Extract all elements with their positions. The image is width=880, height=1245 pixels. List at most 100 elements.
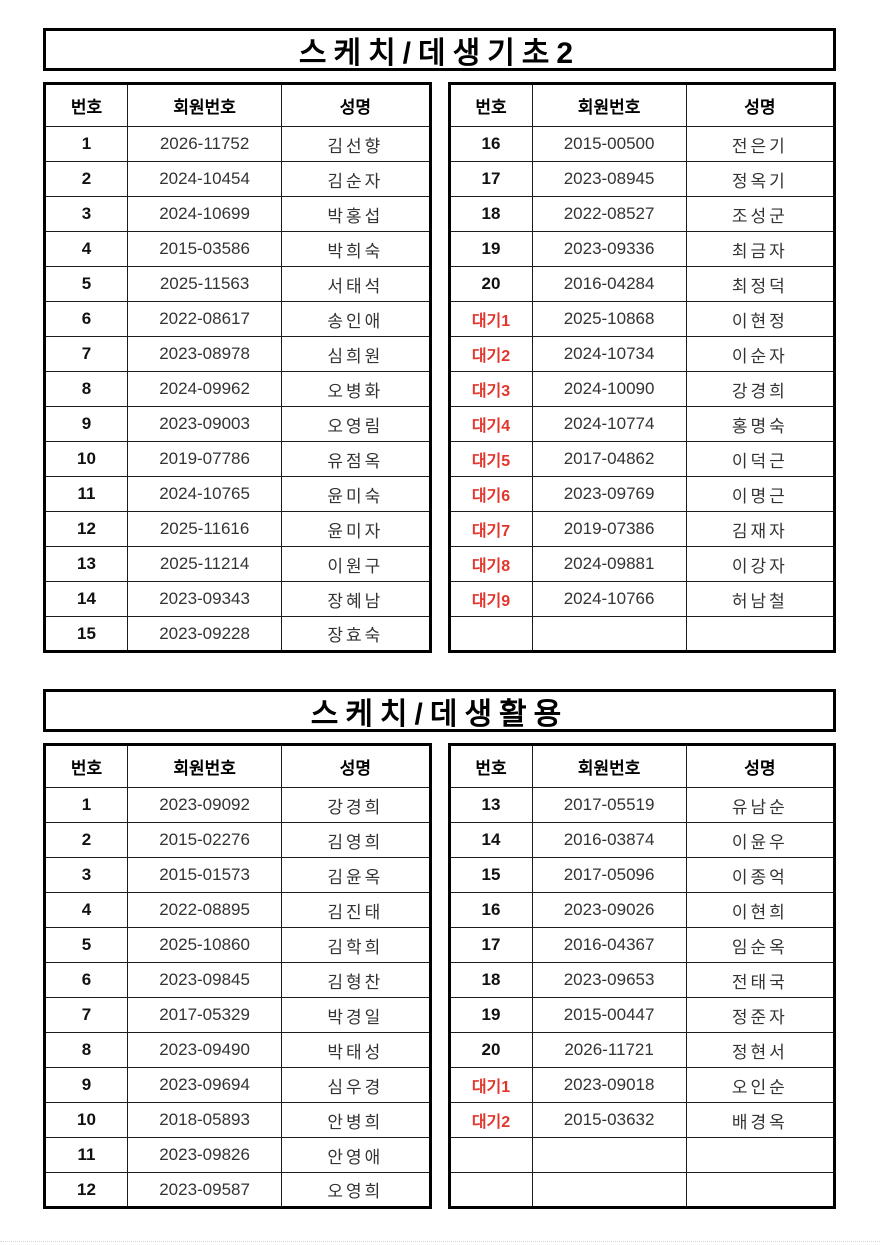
- row-number: 17: [448, 927, 533, 963]
- member-id: 2025-11616: [126, 511, 283, 547]
- table-row: 16 2023-09026 이현희: [448, 892, 836, 928]
- member-name: 유점옥: [281, 441, 431, 477]
- page-bottom-divider: [0, 1241, 880, 1242]
- column-header-member-id: 회원번호: [531, 83, 687, 127]
- table-row: 16 2015-00500 전은기: [448, 126, 836, 162]
- column-header-number: 번호: [44, 83, 128, 127]
- member-id: 2015-03586: [126, 231, 283, 267]
- waitlist-number: 대기7: [448, 511, 533, 547]
- row-number: 18: [448, 196, 533, 232]
- member-id: 2024-09962: [126, 371, 283, 407]
- table-row: 8 2024-09962 오병화: [44, 371, 431, 407]
- member-name: 김형찬: [281, 962, 431, 998]
- member-name: 윤미숙: [281, 476, 431, 512]
- member-name: 강경희: [685, 371, 836, 407]
- table-row: 대기4 2024-10774 홍명숙: [448, 406, 836, 442]
- row-number: [448, 1137, 533, 1173]
- waitlist-number: 대기4: [448, 406, 533, 442]
- member-name: 박경일: [281, 997, 431, 1033]
- row-number: 5: [44, 927, 128, 963]
- table-row: 1 2026-11752 김선향: [44, 126, 431, 162]
- section-title-text: 스케치/데생기초2: [298, 36, 581, 70]
- row-number: 6: [44, 301, 128, 337]
- member-id: 2023-09490: [126, 1032, 283, 1068]
- row-number: 13: [448, 787, 533, 823]
- member-name: 이현희: [685, 892, 836, 928]
- row-number: 9: [44, 1067, 128, 1103]
- row-number: 14: [44, 581, 128, 617]
- member-id: 2015-01573: [126, 857, 283, 893]
- table-row: 15 2017-05096 이종억: [448, 857, 836, 893]
- member-id: 2017-05096: [531, 857, 687, 893]
- row-number: 1: [44, 787, 128, 823]
- table-row: 4 2022-08895 김진태: [44, 892, 431, 928]
- member-name: 박희숙: [281, 231, 431, 267]
- row-number: 16: [448, 126, 533, 162]
- waitlist-number: 대기8: [448, 546, 533, 582]
- roster-tables-practical: 번호 회원번호 성명 1 2023-09092 강경희 2 2015-02276 김영희 3…: [43, 743, 836, 1209]
- member-name: 박홍섭: [281, 196, 431, 232]
- row-number: 9: [44, 406, 128, 442]
- table-row: 11 2024-10765 윤미숙: [44, 476, 431, 512]
- column-header-name: 성명: [281, 83, 431, 127]
- member-id: 2019-07786: [126, 441, 283, 477]
- member-id: 2023-09653: [531, 962, 687, 998]
- section-title-text: 스케치/데생활용: [310, 697, 569, 731]
- member-id: 2015-00447: [531, 997, 687, 1033]
- member-name: 정준자: [685, 997, 836, 1033]
- table-row: [448, 616, 836, 652]
- member-id: 2024-10774: [531, 406, 687, 442]
- table-row: 대기6 2023-09769 이명근: [448, 476, 836, 512]
- column-header-number: 번호: [448, 83, 533, 127]
- member-name: 김순자: [281, 161, 431, 197]
- table-row: 20 2016-04284 최정덕: [448, 266, 836, 302]
- member-name: 정옥기: [685, 161, 836, 197]
- row-number: 20: [448, 266, 533, 302]
- member-name: 오영희: [281, 1172, 431, 1208]
- table-row: 19 2015-00447 정준자: [448, 997, 836, 1033]
- table-row: 2 2024-10454 김순자: [44, 161, 431, 197]
- member-name: 김선향: [281, 126, 431, 162]
- section-sketch-basic-2: 스케치/데생기초2 번호 회원번호 성명 1 2026-11752 김선향 2 2024…: [43, 28, 836, 653]
- member-id: 2023-08978: [126, 336, 283, 372]
- member-id: 2022-08895: [126, 892, 283, 928]
- section-title-sketch-practical: 스케치/데생활용: [43, 689, 836, 732]
- member-name: 장효숙: [281, 616, 431, 652]
- table-row: 5 2025-11563 서태석: [44, 266, 431, 302]
- member-id: 2025-11563: [126, 266, 283, 302]
- row-number: 2: [44, 822, 128, 858]
- table-row: 7 2023-08978 심희원: [44, 336, 431, 372]
- table-row: 17 2023-08945 정옥기: [448, 161, 836, 197]
- member-name: 이덕근: [685, 441, 836, 477]
- member-id: [531, 1172, 687, 1208]
- member-name: 전은기: [685, 126, 836, 162]
- row-number: 11: [44, 476, 128, 512]
- member-name: 장혜남: [281, 581, 431, 617]
- member-id: 2016-03874: [531, 822, 687, 858]
- member-id: 2024-10734: [531, 336, 687, 372]
- table-row: 9 2023-09003 오영림: [44, 406, 431, 442]
- column-header-member-id: 회원번호: [531, 744, 687, 788]
- table-row: 대기7 2019-07386 김재자: [448, 511, 836, 547]
- table-row: 7 2017-05329 박경일: [44, 997, 431, 1033]
- member-id: 2023-09018: [531, 1067, 687, 1103]
- table-row: 20 2026-11721 정현서: [448, 1032, 836, 1068]
- member-id: 2025-10868: [531, 301, 687, 337]
- member-id: 2023-09826: [126, 1137, 283, 1173]
- member-name: 오인순: [685, 1067, 836, 1103]
- table-row: 6 2023-09845 김형찬: [44, 962, 431, 998]
- section-title-sketch-basic-2: 스케치/데생기초2: [43, 28, 836, 71]
- member-name: 안영애: [281, 1137, 431, 1173]
- column-header-member-id: 회원번호: [126, 744, 283, 788]
- table-row: 19 2023-09336 최금자: [448, 231, 836, 267]
- table-row: 18 2022-08527 조성군: [448, 196, 836, 232]
- waitlist-number: 대기6: [448, 476, 533, 512]
- row-number: 4: [44, 231, 128, 267]
- member-name: 전태국: [685, 962, 836, 998]
- table-row: 17 2016-04367 임순옥: [448, 927, 836, 963]
- member-id: 2026-11752: [126, 126, 283, 162]
- member-name: 송인애: [281, 301, 431, 337]
- member-id: 2023-09003: [126, 406, 283, 442]
- roster-table-basic2-left: 번호 회원번호 성명 1 2026-11752 김선향 2 2024-10454 김순자 3…: [43, 82, 432, 653]
- member-name: 서태석: [281, 266, 431, 302]
